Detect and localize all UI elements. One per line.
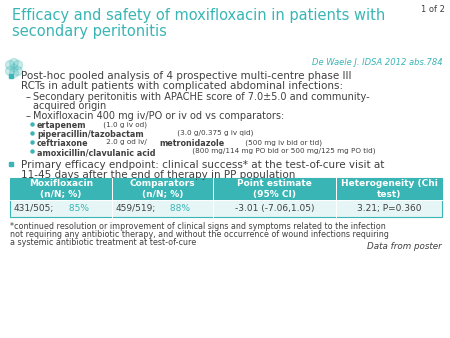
Text: Secondary peritonitis with APACHE score of 7.0±5.0 and community-: Secondary peritonitis with APACHE score … xyxy=(33,92,369,102)
Bar xyxy=(10,178,112,200)
Text: RCTs in adult patients with complicated abdominal infections:: RCTs in adult patients with complicated … xyxy=(21,81,343,91)
Text: 85%: 85% xyxy=(66,204,89,213)
Text: Point estimate
(95% CI): Point estimate (95% CI) xyxy=(237,179,312,199)
Text: Moxifloxacin
(n/N; %): Moxifloxacin (n/N; %) xyxy=(29,179,93,199)
Circle shape xyxy=(14,61,22,70)
Bar xyxy=(213,200,336,217)
Text: –: – xyxy=(26,92,31,102)
Circle shape xyxy=(9,69,18,77)
Bar xyxy=(112,200,213,217)
Circle shape xyxy=(9,58,18,68)
Text: Efficacy and safety of moxifloxacin in patients with: Efficacy and safety of moxifloxacin in p… xyxy=(12,8,385,23)
Bar xyxy=(336,178,442,200)
Text: Primary efficacy endpoint: clinical success* at the test-of-cure visit at: Primary efficacy endpoint: clinical succ… xyxy=(21,160,384,170)
Text: ertapenem: ertapenem xyxy=(37,121,86,130)
Text: Comparators
(n/N; %): Comparators (n/N; %) xyxy=(130,179,195,199)
Text: (3.0 g/0.375 g iv qid): (3.0 g/0.375 g iv qid) xyxy=(175,130,253,137)
Text: a systemic antibiotic treatment at test-of-cure: a systemic antibiotic treatment at test-… xyxy=(10,238,196,247)
Text: De Waele J. IDSA 2012 abs.784: De Waele J. IDSA 2012 abs.784 xyxy=(312,58,443,67)
Circle shape xyxy=(5,67,14,75)
Text: Moxifloxacin 400 mg iv/PO or iv od vs comparators:: Moxifloxacin 400 mg iv/PO or iv od vs co… xyxy=(33,111,284,121)
Bar xyxy=(213,178,336,200)
Text: 88%: 88% xyxy=(167,204,190,213)
Text: 2.0 g od iv/: 2.0 g od iv/ xyxy=(104,139,147,145)
Text: (1.0 g iv od): (1.0 g iv od) xyxy=(101,121,147,127)
Text: 459/519;: 459/519; xyxy=(116,204,156,213)
Text: 11-45 days after the end of therapy in PP population: 11-45 days after the end of therapy in P… xyxy=(21,170,295,180)
Text: ceftriaxone: ceftriaxone xyxy=(37,139,89,148)
Bar xyxy=(10,200,112,217)
Text: *continued resolution or improvement of clinical signs and symptoms related to t: *continued resolution or improvement of … xyxy=(10,222,386,231)
Bar xyxy=(336,200,442,217)
Text: –: – xyxy=(26,111,31,121)
Text: (500 mg iv bid or tid): (500 mg iv bid or tid) xyxy=(243,139,322,145)
Text: Heterogeneity (Chi
test): Heterogeneity (Chi test) xyxy=(341,179,437,199)
Circle shape xyxy=(10,64,18,72)
Text: -3.01 (-7.06,1.05): -3.01 (-7.06,1.05) xyxy=(235,204,315,213)
Bar xyxy=(112,178,213,200)
Bar xyxy=(10,178,442,217)
Circle shape xyxy=(5,61,14,70)
Text: not requiring any antibiotic therapy, and without the occurrence of wound infect: not requiring any antibiotic therapy, an… xyxy=(10,230,389,239)
Text: amoxicillin/clavulanic acid: amoxicillin/clavulanic acid xyxy=(37,148,156,157)
Circle shape xyxy=(14,67,22,75)
Text: (800 mg/114 mg PO bid or 500 mg/125 mg PO tid): (800 mg/114 mg PO bid or 500 mg/125 mg P… xyxy=(190,148,375,154)
Text: piperacillin/tazobactam: piperacillin/tazobactam xyxy=(37,130,144,139)
Text: Data from poster: Data from poster xyxy=(367,242,442,251)
Text: metronidazole: metronidazole xyxy=(159,139,224,148)
Text: 3.21; P=0.360: 3.21; P=0.360 xyxy=(357,204,421,213)
Text: 431/505;: 431/505; xyxy=(14,204,54,213)
Text: acquired origin: acquired origin xyxy=(33,101,106,111)
Text: 1 of 2: 1 of 2 xyxy=(421,5,445,14)
Text: secondary peritonitis: secondary peritonitis xyxy=(12,24,167,39)
Text: Post-hoc pooled analysis of 4 prospective multi-centre phase III: Post-hoc pooled analysis of 4 prospectiv… xyxy=(21,71,351,81)
